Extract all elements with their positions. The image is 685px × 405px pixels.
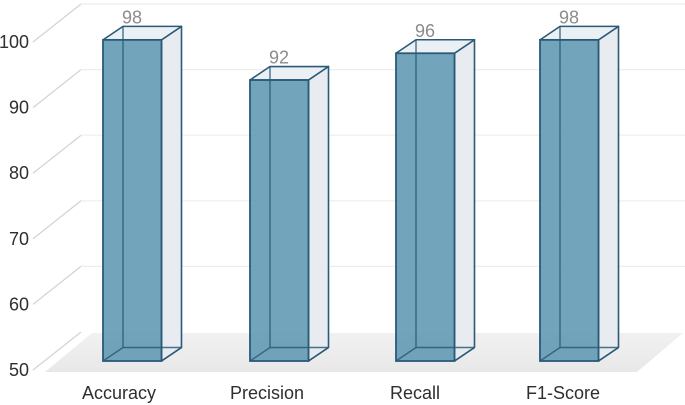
y-axis-depth-tick bbox=[32, 331, 82, 371]
bar-side-face bbox=[160, 25, 183, 362]
bar-precision bbox=[249, 65, 330, 362]
y-axis-tick-label: 50 bbox=[9, 360, 29, 380]
value-label: 98 bbox=[559, 7, 579, 27]
bar-edge bbox=[395, 346, 417, 362]
bar-front-face bbox=[249, 79, 310, 362]
bar-side-face bbox=[307, 65, 330, 362]
bar-front-face bbox=[102, 38, 163, 362]
y-axis-depth-tick bbox=[32, 200, 82, 240]
bar-edge bbox=[598, 346, 619, 362]
y-axis-depth-tick bbox=[32, 265, 82, 305]
bar-edge bbox=[249, 346, 271, 362]
bar-edge bbox=[539, 346, 561, 362]
bar-accuracy bbox=[102, 25, 183, 362]
y-axis-tick-label: 90 bbox=[9, 98, 29, 118]
y-axis-tick-label: 80 bbox=[9, 163, 29, 183]
chart-floor bbox=[45, 333, 683, 372]
bar-edge bbox=[308, 346, 329, 362]
y-axis-depth-tick bbox=[32, 69, 82, 109]
y-axis-tick-label: 100 bbox=[0, 32, 29, 52]
bar-front-face bbox=[395, 52, 456, 362]
y-axis-tick-label: 70 bbox=[9, 229, 29, 249]
bar-edge bbox=[102, 346, 124, 362]
x-axis-category-label: Recall bbox=[390, 383, 440, 403]
x-axis-category-label: Accuracy bbox=[82, 383, 156, 403]
value-label: 96 bbox=[415, 21, 435, 41]
bar-f1-score bbox=[539, 25, 620, 362]
value-label: 98 bbox=[122, 7, 142, 27]
bar-recall bbox=[395, 38, 476, 362]
y-axis-tick-label: 60 bbox=[9, 294, 29, 314]
bar-edge bbox=[454, 346, 475, 362]
x-axis-category-label: Precision bbox=[230, 383, 304, 403]
y-axis-depth-tick bbox=[32, 134, 82, 174]
bar-front-face bbox=[539, 38, 600, 362]
bar-side-face bbox=[453, 38, 476, 362]
x-axis-category-label: F1-Score bbox=[526, 383, 600, 403]
y-axis-depth-tick bbox=[32, 3, 82, 43]
bar-edge bbox=[161, 346, 182, 362]
bar-side-face bbox=[597, 25, 620, 362]
value-label: 92 bbox=[269, 48, 289, 68]
